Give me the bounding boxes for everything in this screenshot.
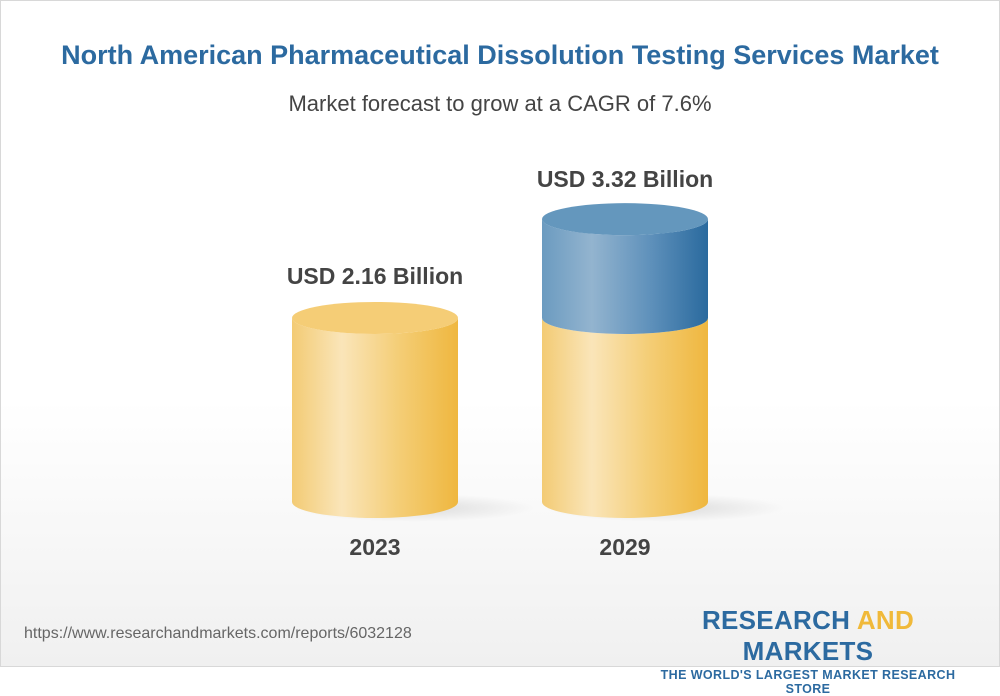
chart-area: USD 2.16 Billion USD 3.32 Billion 2023 2… [287,166,785,560]
category-label-2023: 2023 [349,534,400,560]
logo-tagline: THE WORLD'S LARGEST MARKET RESEARCH STOR… [660,668,956,696]
cylinder-top-2023 [292,301,458,334]
cylinder-base-2023 [292,317,458,518]
research-and-markets-logo: RESEARCH AND MARKETS THE WORLD'S LARGEST… [640,605,976,696]
chart-subtitle: Market forecast to grow at a CAGR of 7.6… [288,91,712,116]
cylinder-growth-2029 [542,219,708,334]
cylinder-top-2029 [542,203,708,236]
logo-markets: MARKETS [742,636,874,666]
value-label-2029: USD 3.32 Billion [537,166,713,192]
cylinder-base-2029 [542,317,708,518]
value-label-2023: USD 2.16 Billion [287,263,463,289]
logo-research: RESEARCH [701,605,851,635]
source-url[interactable]: https://www.researchandmarkets.com/repor… [24,625,412,642]
chart-title: North American Pharmaceutical Dissolutio… [61,40,939,70]
category-label-2029: 2029 [599,534,650,560]
logo-and: AND [856,605,915,635]
